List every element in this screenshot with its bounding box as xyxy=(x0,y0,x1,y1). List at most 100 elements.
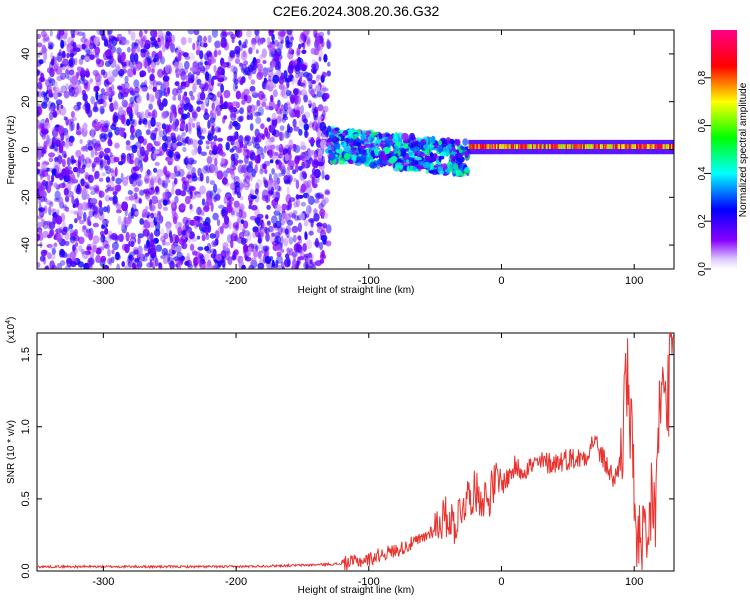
noise-cell xyxy=(115,177,122,185)
noise-cell xyxy=(107,186,114,192)
noise-cell xyxy=(241,264,246,269)
noise-cell xyxy=(225,250,232,256)
noise-cell xyxy=(124,216,132,225)
noise-cell xyxy=(82,93,88,102)
signal-cell xyxy=(408,140,415,144)
noise-cell xyxy=(85,49,93,56)
noise-cell xyxy=(42,170,49,177)
noise-cell xyxy=(52,80,58,88)
noise-cell xyxy=(101,172,106,177)
noise-cell xyxy=(139,70,147,77)
noise-cell xyxy=(217,127,221,133)
noise-cell xyxy=(157,177,162,185)
noise-cell xyxy=(98,200,103,208)
noise-cell xyxy=(153,167,158,173)
noise-cell xyxy=(158,130,164,138)
noise-cell xyxy=(152,80,158,90)
noise-cell xyxy=(230,153,236,162)
noise-cell xyxy=(283,237,289,247)
noise-cell xyxy=(280,248,285,253)
tone-core-cell xyxy=(633,144,636,149)
noise-cell xyxy=(37,262,41,268)
noise-cell xyxy=(80,67,85,78)
noise-cell xyxy=(298,128,303,136)
noise-cell xyxy=(150,212,155,219)
noise-cell xyxy=(124,243,130,254)
noise-cell xyxy=(212,212,219,221)
noise-cell xyxy=(292,118,297,128)
tone-core-cell xyxy=(522,144,525,149)
noise-cell xyxy=(49,201,54,208)
tone-core-cell xyxy=(562,144,565,149)
noise-cell xyxy=(243,88,250,96)
noise-cell xyxy=(85,68,90,78)
noise-cell xyxy=(314,36,321,46)
noise-cell xyxy=(154,175,161,184)
noise-cell xyxy=(136,260,143,269)
noise-cell xyxy=(303,94,308,103)
tone-core-cell xyxy=(591,144,594,149)
noise-cell xyxy=(187,37,192,44)
noise-cell xyxy=(177,260,182,269)
noise-cell xyxy=(230,112,237,121)
noise-cell xyxy=(188,104,194,113)
noise-cell xyxy=(143,189,147,194)
noise-cell xyxy=(149,175,157,184)
noise-cell xyxy=(144,174,150,185)
noise-cell xyxy=(144,252,150,257)
noise-cell xyxy=(303,123,310,131)
noise-cell xyxy=(210,253,217,259)
noise-cell xyxy=(253,60,259,69)
noise-cell xyxy=(162,206,169,211)
noise-cell xyxy=(66,157,71,167)
tone-core-cell xyxy=(586,144,588,149)
noise-cell xyxy=(280,235,284,245)
noise-cell xyxy=(255,116,262,124)
noise-cell xyxy=(72,231,77,236)
noise-cell xyxy=(92,244,97,253)
noise-cell xyxy=(184,195,191,205)
tone-core-cell xyxy=(662,144,665,149)
noise-cell xyxy=(326,70,331,77)
signal-cell xyxy=(439,155,445,160)
tone-core-cell xyxy=(603,144,605,149)
noise-cell xyxy=(252,230,257,239)
noise-cell xyxy=(320,159,326,166)
noise-cell xyxy=(45,264,50,269)
noise-cell xyxy=(214,230,220,240)
tone-core-cell xyxy=(643,144,646,149)
noise-cell xyxy=(186,174,193,179)
noise-cell xyxy=(221,177,228,185)
noise-cell xyxy=(244,175,251,184)
tone-core-cell xyxy=(630,144,633,149)
noise-cell xyxy=(157,68,164,78)
noise-cell xyxy=(92,204,98,214)
tone-core-cell xyxy=(644,144,647,149)
tone-core-cell xyxy=(507,144,510,149)
tone-core-cell xyxy=(581,144,584,149)
noise-cell xyxy=(240,166,247,174)
tone-core-cell xyxy=(588,144,591,149)
noise-cell xyxy=(189,190,193,200)
noise-cell xyxy=(274,39,279,47)
noise-cell xyxy=(115,235,120,241)
noise-cell xyxy=(43,55,47,64)
noise-cell xyxy=(314,237,319,248)
noise-cell xyxy=(104,60,111,67)
noise-cell xyxy=(189,203,193,210)
noise-cell xyxy=(81,201,89,211)
noise-cell xyxy=(233,200,240,208)
noise-cell xyxy=(205,139,213,145)
noise-cell xyxy=(57,125,65,134)
signal-cell xyxy=(454,139,461,147)
noise-cell xyxy=(214,41,221,49)
noise-cell xyxy=(140,48,147,54)
noise-cell xyxy=(38,184,44,192)
tone-core-cell xyxy=(641,144,644,149)
x-tick-label: 0 xyxy=(498,275,504,287)
noise-cell xyxy=(92,160,97,168)
signal-cell xyxy=(352,140,357,147)
noise-cell xyxy=(205,62,211,70)
tone-core-cell xyxy=(613,144,616,149)
noise-cell xyxy=(52,137,59,147)
